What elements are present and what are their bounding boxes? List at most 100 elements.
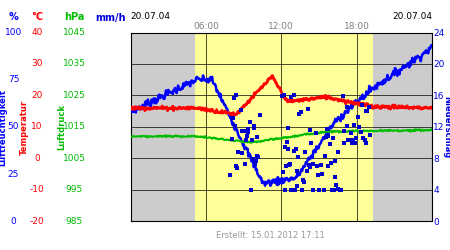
Point [357,130,364,134]
Text: 75: 75 [8,75,19,84]
Text: 1045: 1045 [63,28,86,37]
Point [354,115,361,119]
Point [324,127,331,131]
Point [293,184,300,188]
Point [287,188,294,192]
Point [278,94,285,98]
Text: 10: 10 [31,122,43,132]
Text: 0: 0 [11,217,16,226]
Text: 30: 30 [31,60,43,68]
Point [249,157,256,161]
Point [298,188,306,192]
Text: 985: 985 [66,217,83,226]
Point [255,155,262,159]
Text: -20: -20 [30,217,44,226]
Point [228,138,235,141]
Point [288,188,296,192]
Text: 20.07.04: 20.07.04 [392,12,432,21]
Point [312,131,319,135]
Point [350,140,357,144]
Point [247,188,254,192]
Point [315,188,322,192]
Point [246,120,253,124]
Point [252,159,260,163]
Text: 25: 25 [8,170,19,178]
Point [307,164,314,168]
Point [314,173,321,177]
Point [240,130,248,134]
Point [324,134,331,138]
Point [304,170,311,173]
Text: 0: 0 [34,154,40,163]
Text: 1015: 1015 [63,122,86,132]
Point [292,146,300,150]
Point [366,133,373,137]
Point [231,124,239,128]
Point [347,138,354,142]
Point [362,109,369,113]
Point [333,184,340,188]
Point [332,159,339,163]
Point [326,142,333,146]
Point [251,124,258,128]
Point [227,173,234,177]
Point [305,163,312,167]
Text: %: % [9,12,18,22]
Point [351,140,359,144]
Point [229,116,236,120]
Point [285,126,292,130]
Text: -10: -10 [30,185,44,194]
Point [244,127,251,131]
Point [284,140,291,144]
Point [348,140,356,144]
Point [344,124,351,128]
Text: 1025: 1025 [63,91,86,100]
Point [299,178,306,182]
Point [320,188,328,192]
Point [239,151,246,155]
Point [250,126,257,130]
Point [289,188,297,192]
Point [317,163,324,167]
Point [307,141,315,145]
Point [237,108,244,112]
Point [351,124,358,128]
Point [310,162,317,166]
Point [334,187,341,191]
Text: mm/h: mm/h [95,12,126,22]
Point [283,164,290,168]
Text: 1005: 1005 [63,154,86,163]
Text: 995: 995 [66,185,83,194]
Point [257,113,264,117]
Bar [373,32,432,221]
Point [252,162,259,166]
Bar [130,32,195,221]
Point [359,103,366,107]
Point [336,188,343,192]
Point [314,164,321,168]
Point [243,138,250,142]
Text: 40: 40 [31,28,43,37]
Point [234,166,241,170]
Point [292,188,299,192]
Point [282,188,289,192]
Point [329,136,337,140]
Text: Luftfeuchtigkeit: Luftfeuchtigkeit [0,89,8,166]
Point [295,155,302,159]
Point [245,130,252,134]
Text: °C: °C [31,12,43,22]
Point [294,169,301,173]
Point [280,94,288,98]
Point [366,105,373,109]
Point [233,164,240,168]
Text: 100: 100 [5,28,22,37]
Point [328,188,335,192]
Text: Temperatur: Temperatur [20,100,29,155]
Point [253,135,260,139]
Point [343,104,350,108]
Point [305,107,312,111]
Point [340,140,347,144]
Point [347,131,355,135]
Point [230,96,238,100]
Point [360,136,367,140]
